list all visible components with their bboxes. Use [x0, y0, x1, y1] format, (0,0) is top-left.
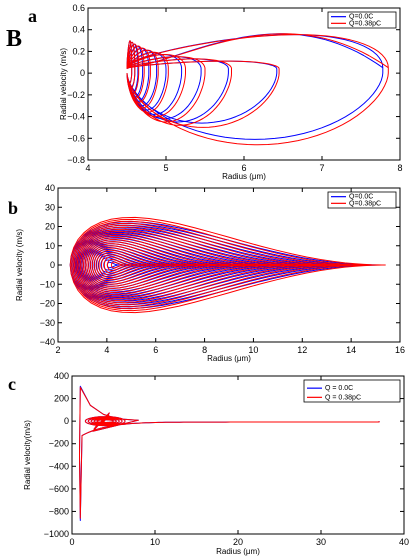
- legend-entry: Q=0.0C: [349, 14, 373, 21]
- x-tick-label: 40: [399, 537, 409, 547]
- series-line-q038: [126, 33, 389, 146]
- y-tick-label: −0.6: [67, 133, 85, 143]
- y-tick-label: 0.2: [72, 46, 85, 56]
- x-tick-label: 6: [153, 345, 158, 355]
- x-axis-label: Radius (μm): [207, 354, 251, 363]
- legend-box: [303, 379, 401, 403]
- legend-box: [327, 191, 397, 209]
- x-tick-label: 6: [241, 163, 246, 173]
- y-tick-label: 20: [45, 222, 55, 232]
- legend: Q = 0.0C Q = 0.38pC: [303, 379, 401, 403]
- y-axis-label: Radial velocity(m/s): [23, 420, 32, 490]
- y-tick-label: −0.2: [67, 90, 85, 100]
- series-line-q038: [69, 216, 386, 314]
- x-tick-label: 30: [316, 537, 326, 547]
- legend: Q=0.0CQ=0.38pC: [327, 11, 397, 29]
- y-tick-label: 40: [45, 183, 55, 193]
- y-tick-label: 0: [64, 416, 69, 426]
- y-tick-label: 200: [54, 394, 69, 404]
- y-tick-label: 400: [54, 371, 69, 381]
- y-tick-label: 30: [45, 202, 55, 212]
- panel-a-chart: 4 5 6 7 8 0.6 0.4 0.2 0 −0.2 −0.4 −0.6 −0.8 Radius (μ…: [59, 3, 403, 181]
- y-tick-label: −200: [49, 439, 69, 449]
- x-tick-label: 10: [150, 537, 160, 547]
- plot-frame: [87, 7, 401, 161]
- curves-group: [69, 216, 386, 314]
- legend: Q=0.0CQ=0.38pC: [327, 191, 397, 209]
- x-tick-label: 8: [397, 163, 402, 173]
- y-tick-label: −400: [49, 461, 69, 471]
- x-tick-label: 16: [395, 345, 405, 355]
- x-tick-label: 20: [233, 537, 243, 547]
- series-line-q0: [79, 385, 380, 521]
- x-tick-label: 5: [163, 163, 168, 173]
- y-tick-label: −1000: [44, 529, 69, 539]
- y-tick-label: −30: [40, 318, 55, 328]
- y-tick-label: −20: [40, 299, 55, 309]
- x-tick-label: 8: [202, 345, 207, 355]
- x-tick-label: 10: [248, 345, 258, 355]
- legend-entry: Q=0.38pC: [349, 200, 381, 207]
- y-axis-label: Radial velocity (m/s): [15, 229, 24, 301]
- y-tick-label: −800: [49, 506, 69, 516]
- x-tick-label: 12: [297, 345, 307, 355]
- panel-label-b: b: [8, 198, 18, 218]
- x-axis-label: Radius (μm): [222, 172, 266, 181]
- panel-label-c: c: [8, 374, 16, 394]
- x-tick-label: 4: [104, 345, 109, 355]
- y-tick-label: 0.4: [72, 25, 85, 35]
- legend-entry: Q=0.38pC: [349, 20, 381, 27]
- panel-c-chart: 0 10 20 30 40 400 200 0 −200 −400 −600 −800 −1000 Rad…: [23, 371, 409, 556]
- y-tick-label: 0: [80, 68, 85, 78]
- y-tick-label: 0: [50, 260, 55, 270]
- y-tick-label: −0.8: [67, 155, 85, 165]
- y-tick-label: 10: [45, 241, 55, 251]
- x-tick-label: 14: [346, 345, 356, 355]
- legend-entry: Q = 0.38pC: [325, 394, 361, 401]
- series-line-q038: [79, 386, 380, 519]
- y-tick-label: −0.4: [67, 112, 85, 122]
- panel-label-a: a: [28, 6, 37, 26]
- y-tick-label: −600: [49, 484, 69, 494]
- curves-group: [126, 33, 389, 146]
- x-axis-label: Radius (μm): [216, 547, 260, 556]
- x-tick-label: 7: [319, 163, 324, 173]
- y-tick-label: 0.6: [72, 3, 85, 13]
- panel-b-chart: 2 4 6 8 10 12 14 16 40 30 20 10 0 −10 −20 −30 −40 Radius …: [15, 183, 405, 363]
- figure-label-B: B: [6, 26, 22, 52]
- curves-group: [79, 385, 380, 521]
- y-tick-label: −40: [40, 337, 55, 347]
- legend-box: [327, 11, 397, 29]
- y-axis-label: Radial velocity (m/s): [59, 48, 68, 120]
- x-tick-label: 2: [55, 345, 60, 355]
- x-tick-label: 0: [69, 537, 74, 547]
- x-tick-label: 4: [85, 163, 90, 173]
- y-tick-label: −10: [40, 279, 55, 289]
- legend-entry: Q=0.0C: [349, 194, 373, 201]
- legend-entry: Q = 0.0C: [325, 385, 353, 392]
